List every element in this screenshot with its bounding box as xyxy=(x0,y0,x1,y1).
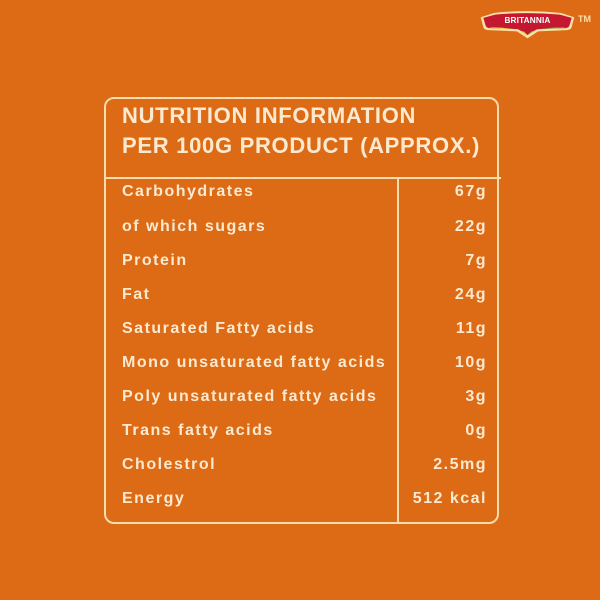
svg-text:BRITANNIA: BRITANNIA xyxy=(504,16,550,25)
